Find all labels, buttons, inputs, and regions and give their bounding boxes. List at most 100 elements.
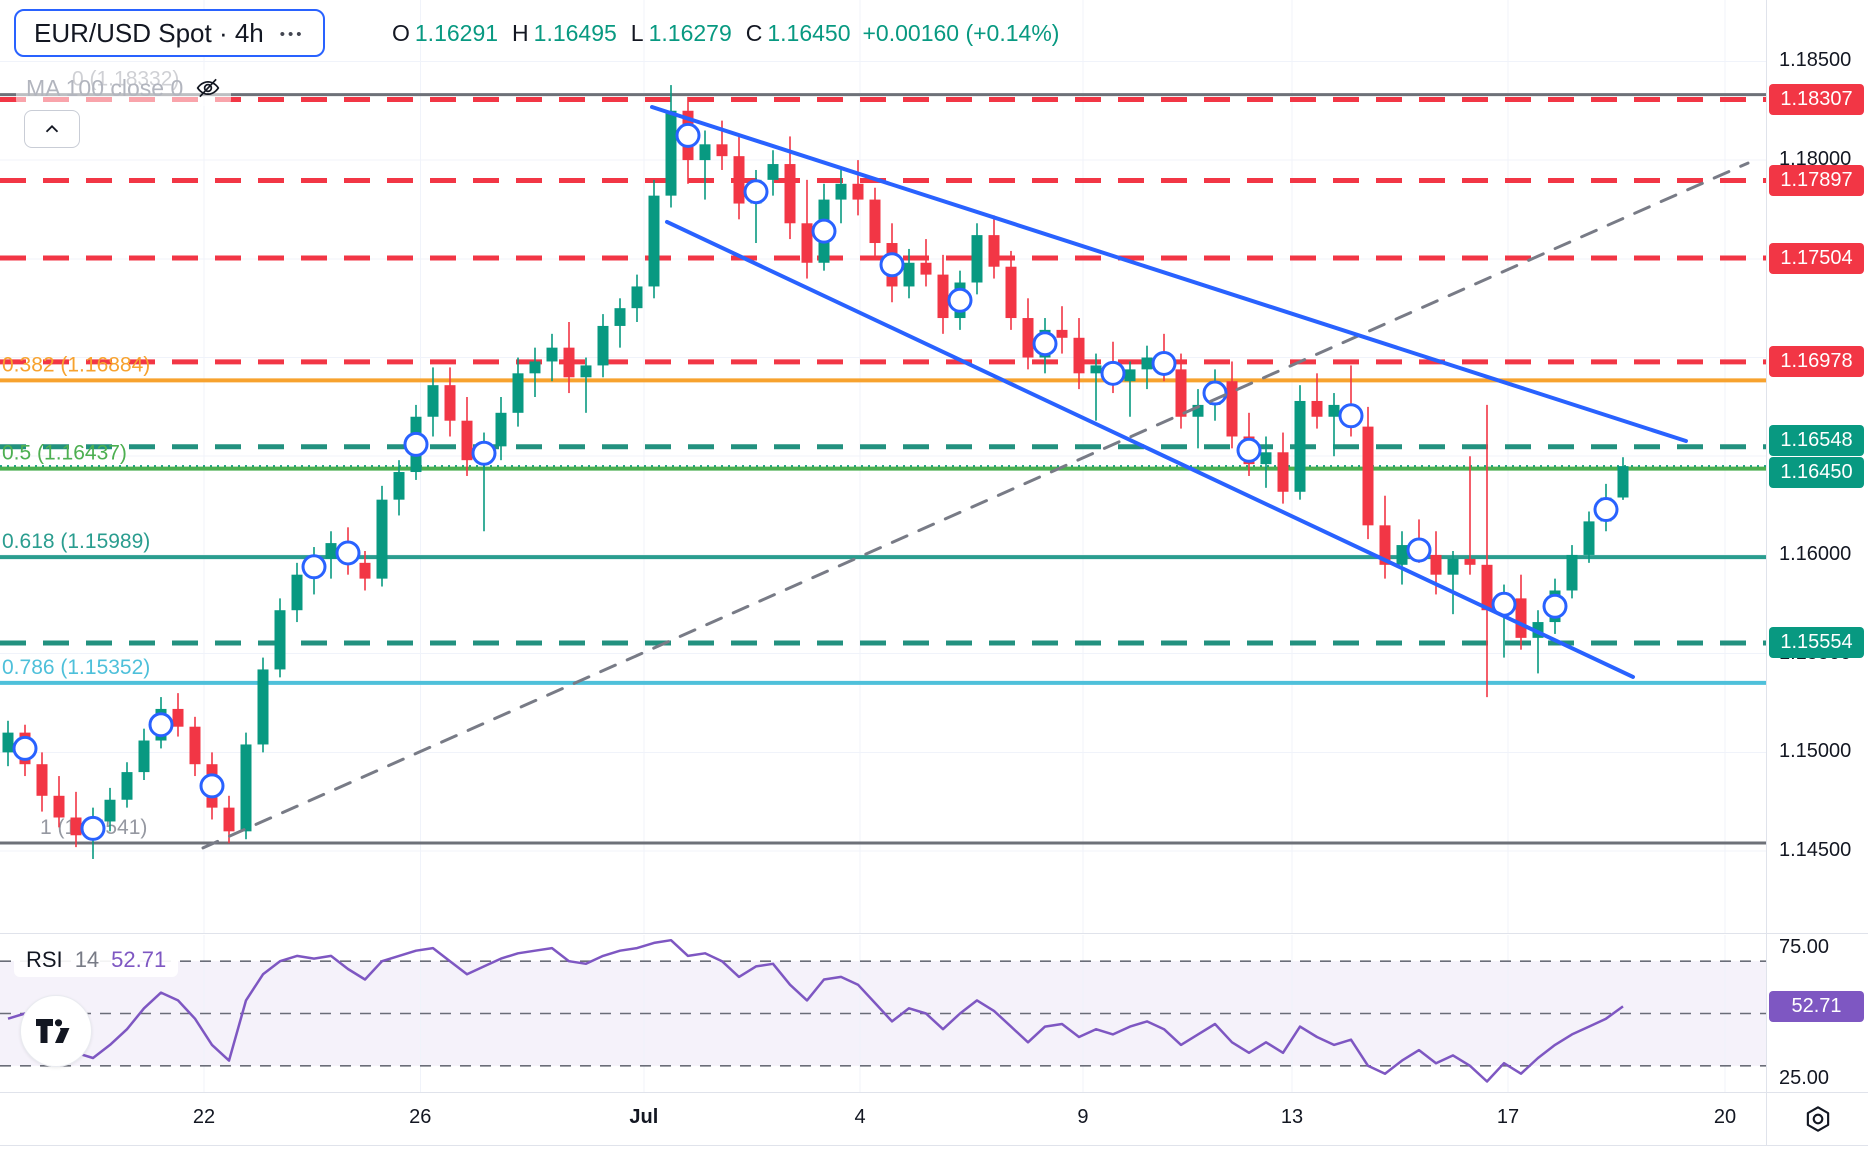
candle-body-up: [1532, 622, 1544, 638]
candle-body-down: [53, 795, 65, 818]
candle-body-down: [1515, 598, 1527, 638]
candle-marker-circle[interactable]: [403, 431, 429, 457]
candle-marker-circle[interactable]: [12, 735, 38, 761]
candle-marker-circle[interactable]: [80, 815, 106, 841]
pane-divider[interactable]: [0, 933, 1868, 934]
candle-body-down: [1005, 266, 1017, 319]
candle-body-down: [733, 156, 745, 204]
candle-body-down: [1022, 318, 1034, 358]
indicator-legend-ma[interactable]: MA 100 close 0: [16, 70, 232, 106]
candle-body-up: [665, 110, 677, 196]
candle-body-down: [1073, 337, 1085, 374]
price-tick-label: 1.16000: [1779, 542, 1852, 565]
candle-marker-circle[interactable]: [1338, 403, 1364, 429]
candle-body-down: [36, 764, 48, 796]
symbol-button[interactable]: EUR/USD Spot · 4h •••: [14, 9, 325, 57]
price-tick-label: 1.15000: [1779, 740, 1852, 763]
candle-body-up: [376, 499, 388, 579]
price-axis[interactable]: 1.185001.180001.160001.155001.150001.145…: [1767, 0, 1868, 933]
price-level-badge: 1.18307: [1769, 83, 1864, 115]
candle-body-up: [104, 799, 116, 822]
candle-marker-circle[interactable]: [1593, 497, 1619, 523]
symbol-label: EUR/USD Spot · 4h: [34, 17, 264, 48]
candle-body-down: [920, 262, 932, 275]
rsi-name: RSI: [26, 947, 63, 972]
rsi-indicator-legend[interactable]: RSI 14 52.71: [14, 943, 179, 977]
candle-body-up: [1617, 466, 1629, 498]
candle-body-up: [699, 144, 711, 161]
axis-settings-corner[interactable]: [1767, 1093, 1868, 1145]
time-tick-label: 4: [854, 1106, 866, 1128]
candle-marker-circle[interactable]: [743, 179, 769, 205]
candle-body-up: [1090, 365, 1102, 374]
settings-icon[interactable]: [1802, 1103, 1834, 1135]
candle-body-up: [1260, 452, 1272, 465]
candle-body-up: [1141, 357, 1153, 370]
rsi-pane[interactable]: RSI 14 52.71: [0, 935, 1766, 1092]
more-options-icon[interactable]: •••: [279, 25, 305, 43]
candle-marker-circle[interactable]: [148, 712, 174, 738]
open-value: 1.16291: [414, 20, 499, 46]
candle-body-up: [257, 669, 269, 745]
candle-body-up: [903, 262, 915, 287]
candle-body-down: [784, 164, 796, 224]
eye-slash-icon[interactable]: [195, 75, 221, 101]
change-value: +0.00160 (+0.14%): [862, 20, 1060, 46]
time-tick-label: 22: [192, 1106, 216, 1128]
rsi-tick-label: 25.00: [1779, 1066, 1830, 1089]
candle-body-up: [1396, 545, 1408, 565]
rsi-axis[interactable]: 75.00 25.00 52.71: [1767, 935, 1868, 1092]
time-axis[interactable]: 22 26 Jul 4 9 13 17 20: [0, 1093, 1766, 1145]
main-chart-canvas[interactable]: 0 (1.18332)0.382 (1.16884)0.5 (1.16437)0…: [0, 0, 1766, 933]
candle-body-down: [988, 235, 1000, 267]
time-tick-label: 9: [1077, 1106, 1089, 1128]
candle-body-up: [580, 365, 592, 378]
candle-marker-circle[interactable]: [1406, 537, 1432, 563]
open-label: O: [392, 20, 410, 46]
candle-marker-circle[interactable]: [301, 554, 327, 580]
candle-body-up: [648, 195, 660, 287]
candle-body-down: [1226, 381, 1238, 437]
candle-body-up: [512, 373, 524, 413]
candle-body-down: [801, 223, 813, 263]
price-level-badge: 1.16548: [1769, 424, 1864, 456]
candle-marker-circle[interactable]: [1032, 331, 1058, 357]
candle-marker-circle[interactable]: [1202, 380, 1228, 406]
candle-marker-circle[interactable]: [947, 287, 973, 313]
collapse-panel-button[interactable]: [24, 110, 80, 148]
candle-marker-circle[interactable]: [1236, 437, 1262, 463]
price-level-badge: 1.16450: [1769, 456, 1864, 488]
candle-marker-circle[interactable]: [1100, 360, 1126, 386]
time-tick-label: 17: [1496, 1106, 1520, 1128]
rsi-chart-canvas[interactable]: [0, 935, 1766, 1092]
rsi-line: [7, 938, 1624, 1083]
candle-marker-circle[interactable]: [1542, 593, 1568, 619]
time-tick-label: 13: [1280, 1106, 1304, 1128]
fib-level-label: 0.786 (1.15352): [2, 656, 150, 679]
candle-body-up: [427, 385, 439, 417]
channel-bottom-trendline[interactable]: [665, 219, 1635, 679]
close-label: C: [745, 20, 763, 46]
candle-body-up: [138, 740, 150, 773]
channel-top-trendline[interactable]: [650, 105, 1688, 444]
candle-body-up: [325, 543, 337, 559]
candle-body-up: [1294, 400, 1306, 492]
candle-marker-circle[interactable]: [811, 218, 837, 244]
candle-body-down: [70, 817, 82, 836]
time-tick-label: 20: [1713, 1106, 1737, 1128]
rsi-tick-label: 75.00: [1779, 936, 1830, 959]
candle-marker-circle[interactable]: [879, 252, 905, 278]
candle-marker-circle[interactable]: [471, 440, 497, 466]
ascending-dashed-trendline[interactable]: [201, 161, 1750, 850]
rsi-length: 14: [74, 947, 100, 972]
tradingview-logo[interactable]: [20, 995, 92, 1067]
candle-body-up: [393, 472, 405, 500]
candle-marker-circle[interactable]: [675, 122, 701, 148]
candle-body-down: [359, 562, 371, 579]
candle-marker-circle[interactable]: [1151, 350, 1177, 376]
candle-marker-circle[interactable]: [199, 773, 225, 799]
candle-body-up: [1328, 404, 1340, 417]
candle-body-up: [1124, 369, 1136, 382]
time-tick-label: Jul: [629, 1106, 659, 1128]
candle-marker-circle[interactable]: [335, 540, 361, 566]
